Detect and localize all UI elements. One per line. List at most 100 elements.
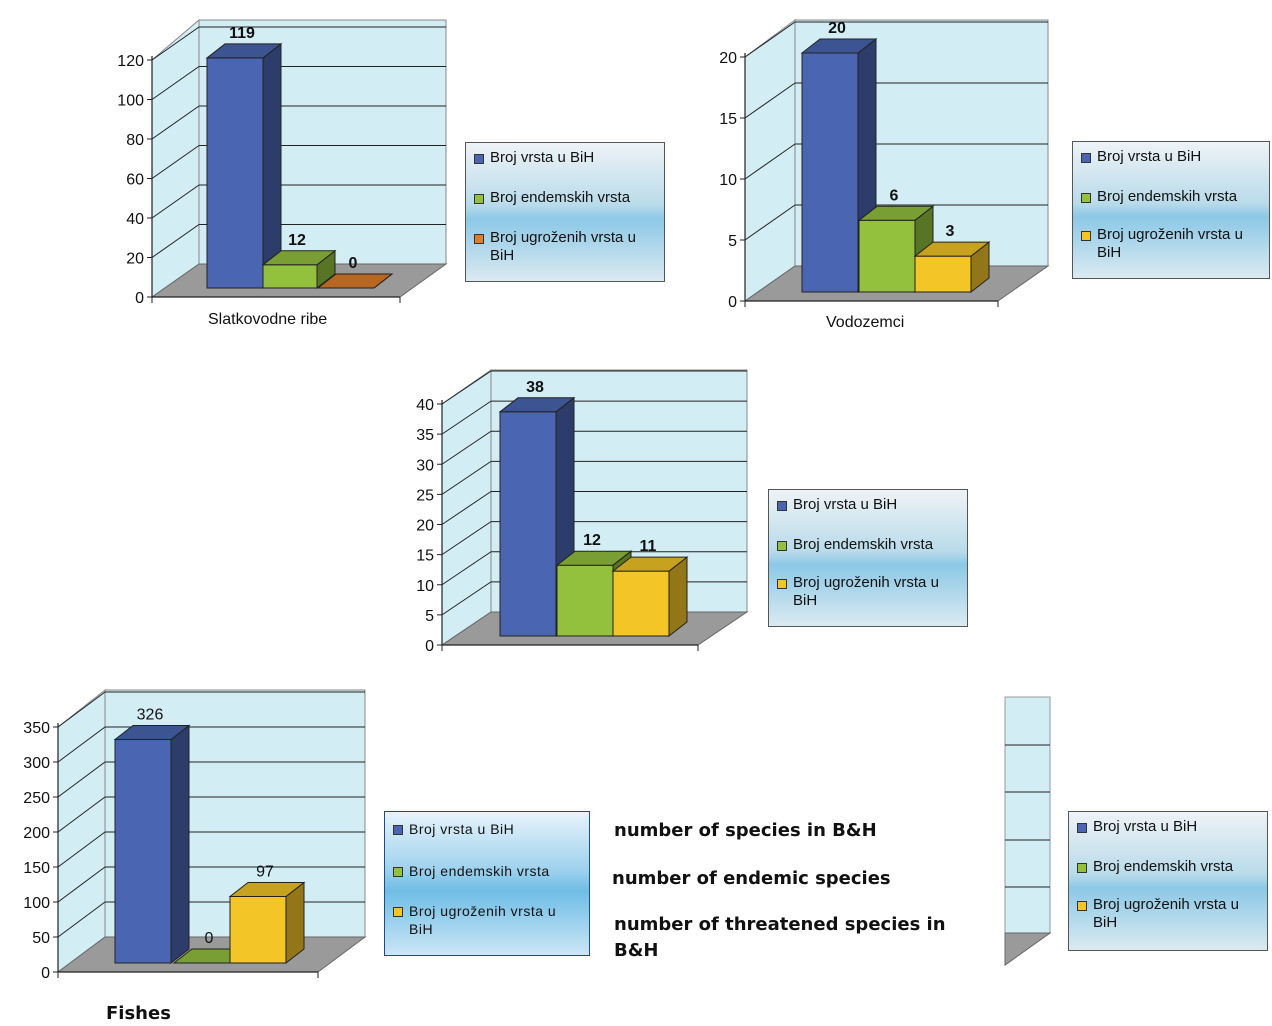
bar-broj-ugro-enih-vrsta-u-bih: 11	[611, 538, 689, 638]
gridline-side	[151, 145, 200, 179]
data-label: 11	[640, 538, 657, 555]
bar-top	[205, 43, 283, 59]
legend-label-species: Broj vrsta u BiH	[793, 496, 898, 513]
bar-top	[316, 273, 394, 289]
y-tick-label: 150	[23, 860, 50, 877]
legend-label-species: Broj vrsta u BiH	[1097, 148, 1202, 165]
legend-label-threatened: Broj ugroženih vrsta u BiH	[1093, 896, 1239, 931]
gridline-side	[57, 726, 106, 763]
gridline-side	[57, 866, 106, 903]
bar-front	[914, 255, 972, 293]
y-tick-label: 35	[416, 427, 434, 444]
gridline-side	[151, 224, 200, 258]
legend-swatch-endemic	[1077, 863, 1087, 873]
gridline-side	[57, 761, 106, 798]
chart-5-fragment	[1004, 696, 1052, 966]
back-wall	[1004, 696, 1051, 966]
bar-front	[229, 895, 287, 964]
side-wall	[744, 19, 796, 302]
legend-swatch-endemic	[777, 541, 787, 551]
bar-front	[612, 570, 670, 637]
y-tick-label: 40	[416, 397, 434, 414]
y-tick-label: 30	[416, 457, 434, 474]
y-tick-label: 15	[719, 111, 737, 128]
bar-broj-endemskih-vrsta: 12	[261, 232, 337, 290]
legend-chart-5: Broj vrsta u BiH Broj endemskih vrsta Br…	[1068, 811, 1268, 951]
gridline-side	[57, 901, 106, 938]
legend-swatch-endemic	[1081, 193, 1091, 203]
bar-front	[556, 564, 614, 637]
legend-label-threatened: Broj ugroženih vrsta u BiH	[409, 903, 557, 937]
bar-top	[113, 724, 191, 740]
bar-front	[499, 411, 557, 637]
bar-broj-vrsta-u-bih: 119	[205, 25, 283, 290]
y-tick-label: 0	[728, 294, 737, 311]
bar-broj-vrsta-u-bih: 326	[113, 706, 191, 965]
bar-broj-ugro-enih-vrsta-u-bih: 0	[316, 255, 394, 289]
gridline-side	[744, 82, 796, 119]
y-tick-label: 40	[126, 211, 144, 228]
bar-broj-ugro-enih-vrsta-u-bih: 3	[913, 223, 991, 294]
gridline-side	[151, 184, 200, 219]
gridline-side	[151, 26, 200, 61]
y-tick-label: 20	[416, 518, 434, 535]
gridline-side	[57, 831, 106, 868]
y-tick-label: 20	[719, 50, 737, 67]
data-label: 0	[205, 930, 214, 947]
y-tick-label: 300	[23, 755, 50, 772]
gridline-side	[441, 581, 492, 616]
legend-swatch-endemic	[393, 867, 403, 877]
data-label: 12	[583, 532, 601, 549]
gridline-side	[441, 491, 492, 525]
y-tick-label: 25	[416, 487, 434, 504]
gridline-side	[441, 370, 492, 405]
floor	[1004, 932, 1052, 966]
data-label: 0	[349, 255, 358, 272]
gridline-side	[441, 521, 492, 556]
legend-chart-2: Broj vrsta u BiH Broj endemskih vrsta Br…	[1072, 141, 1270, 279]
data-label: 12	[288, 232, 306, 249]
y-tick-label: 10	[719, 172, 737, 189]
legend-label-endemic: Broj endemskih vrsta	[1093, 858, 1234, 875]
y-tick-label: 5	[728, 233, 737, 250]
gridline-side	[441, 400, 492, 435]
y-tick-label: 15	[416, 548, 434, 565]
bar-top	[261, 250, 337, 266]
bar-front	[114, 738, 172, 964]
bar-top	[800, 38, 878, 54]
gridline-side	[441, 551, 492, 586]
y-tick-label: 20	[126, 251, 144, 268]
legend-label-threatened: Broj ugroženih vrsta u BiH	[490, 229, 636, 264]
legend-label-endemic: Broj endemskih vrsta	[1097, 188, 1238, 205]
bar-front	[206, 57, 264, 289]
legend-chart-1: Broj vrsta u BiH Broj endemskih vrsta Br…	[465, 142, 665, 282]
bar-front	[262, 264, 318, 289]
legend-chart-3: Broj vrsta u BiH Broj endemskih vrsta Br…	[768, 489, 968, 627]
data-label: 3	[946, 223, 955, 240]
translation-threatened: number of threatened species in B&H	[614, 914, 946, 961]
bar-top	[857, 205, 935, 221]
bar-broj-endemskih-vrsta: 12	[555, 532, 633, 638]
bar-top	[228, 881, 306, 897]
bar-side	[170, 724, 190, 965]
bar-top	[498, 397, 576, 413]
legend-swatch-threatened	[474, 234, 484, 244]
y-tick-label: 100	[117, 93, 144, 110]
legend-label-endemic: Broj endemskih vrsta	[793, 536, 934, 553]
gridline-side	[57, 691, 106, 728]
y-tick-label: 200	[23, 825, 50, 842]
legend-label-species: Broj vrsta u BiH	[1093, 818, 1198, 835]
legend-label-endemic: Broj endemskih vrsta	[409, 863, 550, 879]
y-tick-label: 120	[117, 53, 144, 70]
category-label-amphibians: Vodozemci	[826, 314, 905, 331]
legend-swatch-threatened	[1077, 901, 1087, 911]
y-tick-label: 0	[41, 965, 50, 982]
bar-broj-ugro-enih-vrsta-u-bih: 97	[228, 863, 306, 965]
y-tick-label: 80	[126, 132, 144, 149]
gridline-side	[744, 204, 796, 241]
legend-swatch-species	[393, 825, 403, 835]
translation-endemic: number of endemic species	[612, 868, 891, 889]
data-label: 326	[137, 706, 164, 723]
